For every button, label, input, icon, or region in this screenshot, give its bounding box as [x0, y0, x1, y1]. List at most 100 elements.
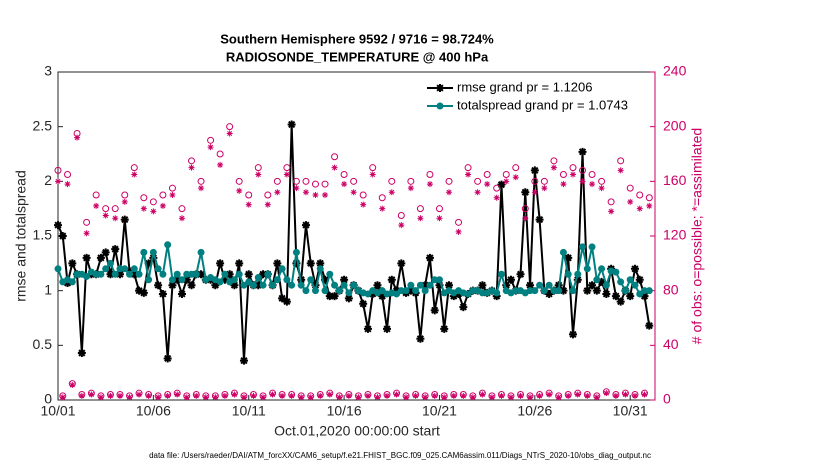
data-point	[321, 287, 329, 295]
data-point	[325, 292, 334, 301]
data-point	[193, 392, 200, 399]
data-point	[421, 281, 430, 290]
data-point	[568, 330, 577, 339]
data-point	[344, 294, 353, 303]
data-point	[335, 287, 343, 295]
data-point	[597, 277, 606, 286]
data-point	[292, 259, 301, 268]
data-point	[478, 281, 487, 290]
data-point	[292, 177, 300, 185]
data-point	[331, 164, 338, 171]
data-point	[139, 288, 148, 297]
data-point	[522, 215, 529, 222]
data-point	[607, 198, 615, 206]
data-point	[307, 394, 314, 401]
data-point	[321, 275, 330, 284]
data-point	[197, 270, 206, 279]
data-point	[445, 281, 454, 290]
data-point	[173, 275, 182, 284]
data-point	[111, 245, 120, 254]
data-point	[221, 270, 229, 278]
data-point	[216, 150, 224, 158]
data-point	[555, 287, 563, 295]
legend-label: totalspread grand pr = 1.0743	[457, 97, 628, 112]
data-point	[144, 259, 153, 268]
data-point	[340, 281, 348, 289]
data-point	[136, 391, 143, 398]
data-point	[588, 281, 597, 290]
data-point	[579, 178, 586, 185]
data-point	[388, 189, 395, 196]
data-point	[68, 259, 77, 268]
data-point	[393, 391, 400, 398]
data-point	[307, 276, 315, 284]
data-point	[535, 215, 544, 224]
data-point	[140, 194, 148, 202]
data-point	[416, 205, 424, 213]
data-point	[536, 392, 543, 399]
data-point	[645, 321, 654, 330]
data-point	[416, 334, 425, 343]
data-point	[131, 171, 138, 178]
data-point	[578, 147, 587, 156]
x-tick-label: 10/11	[232, 403, 266, 419]
data-point	[412, 392, 419, 399]
data-point	[316, 259, 325, 268]
data-point	[74, 134, 81, 141]
data-point	[531, 177, 539, 185]
data-point	[584, 392, 591, 399]
data-point	[121, 198, 128, 205]
data-point	[621, 287, 629, 295]
data-point	[311, 180, 319, 188]
data-point	[406, 286, 415, 295]
data-point	[188, 157, 196, 165]
x-tick-label: 10/31	[613, 403, 648, 419]
data-point	[465, 171, 472, 178]
data-point	[431, 392, 438, 399]
data-point	[379, 205, 386, 212]
data-point	[149, 248, 157, 256]
data-point	[302, 189, 309, 196]
data-point	[460, 392, 467, 399]
data-point	[459, 303, 468, 312]
data-point	[545, 289, 554, 298]
data-point	[645, 194, 653, 202]
data-point	[188, 164, 195, 171]
data-point	[378, 194, 386, 202]
y2-tick-label: 0	[663, 391, 671, 407]
data-point	[493, 184, 501, 192]
data-point	[592, 286, 601, 295]
data-point	[407, 185, 414, 192]
data-point	[164, 392, 171, 399]
data-point	[220, 275, 229, 284]
legend-label: rmse grand pr = 1.1206	[457, 79, 593, 94]
data-point	[350, 177, 358, 185]
data-point	[506, 275, 515, 284]
data-point	[264, 191, 272, 199]
data-point	[207, 136, 215, 144]
data-point	[531, 189, 538, 196]
data-point	[102, 265, 110, 273]
data-point	[583, 265, 591, 273]
data-point	[617, 278, 625, 286]
data-point	[388, 177, 396, 185]
data-point	[278, 265, 286, 273]
data-point	[254, 281, 263, 290]
data-point	[221, 392, 228, 399]
data-point	[445, 177, 453, 185]
data-point	[530, 166, 539, 175]
data-point	[168, 184, 176, 192]
data-point	[330, 292, 339, 301]
data-point	[617, 157, 625, 165]
data-point	[250, 281, 258, 289]
data-point	[640, 292, 649, 301]
data-point	[387, 275, 396, 284]
data-point	[217, 161, 224, 168]
data-point	[545, 281, 553, 289]
data-point	[301, 221, 310, 230]
data-point	[622, 391, 629, 398]
data-point	[130, 265, 138, 273]
data-point	[149, 198, 157, 206]
data-point	[269, 281, 277, 289]
x-tick-label: 10/06	[136, 403, 171, 419]
